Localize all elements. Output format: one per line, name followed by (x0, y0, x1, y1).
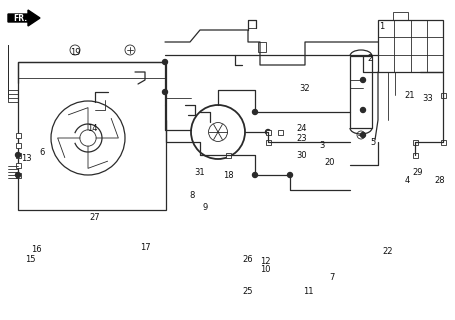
Text: 21: 21 (405, 91, 415, 100)
Circle shape (162, 60, 167, 65)
Text: 23: 23 (297, 133, 307, 142)
Bar (258, 42, 266, 52)
Bar (378, 20, 443, 72)
Bar (15, 142, 20, 148)
Bar (413, 153, 418, 157)
Text: 31: 31 (195, 167, 205, 177)
Text: 7: 7 (329, 274, 335, 283)
Bar (393, 12, 408, 20)
Text: 14: 14 (87, 124, 97, 132)
Bar (226, 153, 231, 157)
Bar (278, 130, 283, 134)
Circle shape (253, 172, 258, 178)
Text: 27: 27 (90, 213, 100, 222)
Polygon shape (8, 10, 40, 26)
Text: 28: 28 (435, 175, 445, 185)
Text: 32: 32 (300, 84, 310, 92)
Circle shape (360, 132, 365, 138)
Text: 9: 9 (202, 204, 207, 212)
Circle shape (15, 153, 20, 157)
Bar (15, 153, 20, 157)
Text: 4: 4 (404, 175, 410, 185)
Bar (266, 140, 271, 145)
Text: 6: 6 (39, 148, 45, 156)
Bar (15, 163, 20, 167)
Text: 11: 11 (303, 287, 313, 297)
Text: 29: 29 (413, 167, 423, 177)
Text: 3: 3 (319, 140, 325, 149)
Text: 33: 33 (423, 93, 433, 102)
Bar (413, 140, 418, 145)
Bar (18, 62, 166, 210)
Circle shape (266, 130, 271, 134)
Bar (440, 92, 445, 98)
Bar (440, 140, 445, 145)
Text: 13: 13 (20, 154, 31, 163)
Text: 19: 19 (70, 47, 80, 57)
Text: 16: 16 (30, 245, 41, 254)
Text: 24: 24 (297, 124, 307, 132)
Text: 1: 1 (379, 21, 384, 30)
Text: 2: 2 (367, 53, 373, 62)
Circle shape (360, 77, 365, 83)
Text: 22: 22 (383, 247, 393, 257)
Text: 26: 26 (243, 255, 253, 265)
Text: 5: 5 (370, 138, 376, 147)
Bar (350, 56, 372, 128)
Circle shape (253, 109, 258, 115)
Text: 25: 25 (243, 287, 253, 297)
Text: 18: 18 (222, 171, 233, 180)
Text: 17: 17 (140, 244, 150, 252)
Circle shape (288, 172, 293, 178)
Text: FR.: FR. (13, 13, 27, 22)
Bar (248, 20, 256, 28)
Text: 8: 8 (189, 190, 195, 199)
Bar (266, 130, 271, 134)
Circle shape (360, 108, 365, 113)
Text: 12: 12 (260, 258, 270, 267)
Text: 30: 30 (297, 150, 307, 159)
Bar (15, 132, 20, 138)
Text: 10: 10 (260, 266, 270, 275)
Circle shape (15, 172, 20, 178)
Circle shape (162, 90, 167, 94)
Text: 20: 20 (325, 157, 335, 166)
Text: 15: 15 (25, 255, 35, 265)
Bar (15, 172, 20, 178)
